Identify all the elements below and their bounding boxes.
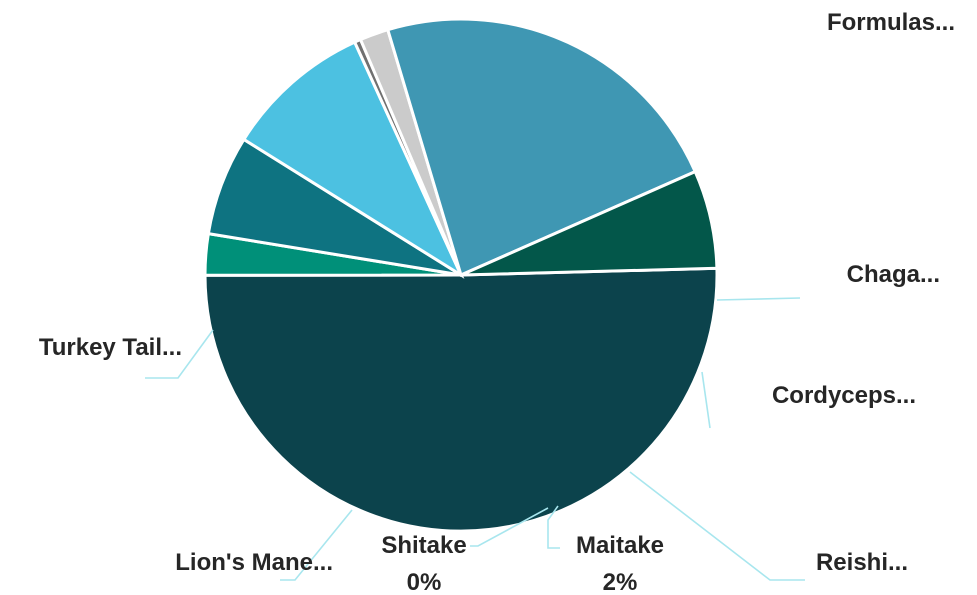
pie-slice-6 — [385, 17, 698, 278]
slice-label-line: Turkey Tail... — [39, 334, 182, 361]
leader-line-7 — [145, 329, 214, 379]
slice-label-5: Shitake 0% — [381, 532, 466, 595]
leader-line-3 — [629, 471, 805, 581]
slice-label-1: Chaga... — [847, 261, 940, 288]
pie-slices — [203, 17, 719, 533]
slice-label-line: 0% — [407, 569, 442, 595]
slice-label-line: Chaga... — [847, 261, 940, 288]
slice-label-0: Formulas... — [827, 9, 955, 36]
leader-line-6 — [280, 509, 353, 581]
slice-label-7: Turkey Tail... — [39, 334, 182, 361]
slice-labels: Formulas... Chaga... Cordyceps... Reishi...… — [39, 9, 955, 595]
slice-label-6: Lion's Mane... — [175, 549, 333, 576]
leader-line-4 — [547, 505, 560, 549]
slice-label-line: Formulas... — [827, 9, 955, 36]
leader-line-5 — [470, 507, 549, 547]
slice-label-line: 2% — [603, 569, 638, 595]
leader-lines — [145, 297, 805, 581]
slice-label-line: Maitake — [576, 532, 664, 559]
slice-label-line: Cordyceps... — [772, 382, 916, 409]
leader-line-2 — [701, 371, 711, 429]
slice-label-line: Lion's Mane... — [175, 549, 333, 576]
slice-label-4: Maitake 2% — [576, 532, 664, 595]
slice-label-2: Cordyceps... — [772, 382, 916, 409]
pie-slice-0 — [203, 266, 719, 533]
pie-slice-7 — [460, 169, 719, 277]
pie-slice-3 — [241, 40, 465, 279]
slice-label-line: Shitake — [381, 532, 466, 559]
slice-label-3: Reishi... — [816, 549, 908, 576]
leader-line-1 — [716, 297, 801, 301]
slice-label-line: Reishi... — [816, 549, 908, 576]
